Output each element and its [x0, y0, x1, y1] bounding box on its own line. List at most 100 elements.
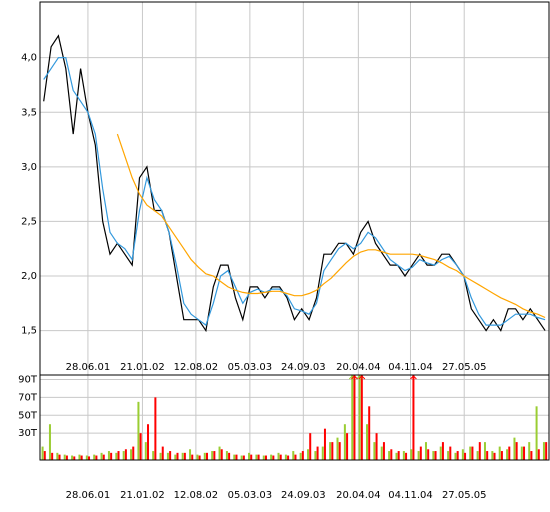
volume-bar	[405, 452, 408, 460]
volume-bar	[410, 449, 413, 460]
volume-bar	[191, 454, 194, 460]
volume-bar	[169, 451, 172, 460]
volume-bar	[287, 455, 290, 460]
volume-bar	[137, 401, 140, 460]
volume-bar	[110, 452, 113, 460]
volume-bar	[65, 455, 68, 460]
volume-bar	[205, 452, 208, 460]
volume-bar	[454, 452, 457, 460]
volume-bar	[506, 449, 509, 460]
volume-bar	[144, 442, 147, 460]
volume-bar	[189, 449, 192, 460]
volume-bar	[395, 452, 398, 460]
y-tick-label: 1,5	[21, 326, 37, 337]
volume-bar	[530, 451, 533, 460]
x-tick-label: 20.04.04	[336, 362, 381, 373]
volume-bar	[235, 454, 238, 460]
volume-bar	[107, 451, 110, 460]
x-tick-label: 21.01.02	[120, 490, 165, 501]
volume-bar	[100, 452, 103, 460]
x-tick-label: 12.08.02	[174, 490, 219, 501]
volume-bar	[424, 442, 427, 460]
volume-bar	[498, 446, 501, 460]
volume-bar	[471, 446, 474, 460]
volume-bar	[294, 454, 297, 460]
volume-bar	[56, 452, 59, 460]
volume-bar	[152, 451, 155, 460]
volume-bar	[279, 454, 282, 460]
x-tick-label: 21.01.02	[120, 362, 165, 373]
volume-bar	[154, 397, 157, 460]
volume-bar	[115, 452, 118, 460]
volume-bar	[80, 455, 83, 460]
plot-marks	[41, 375, 548, 460]
volume-bar	[360, 375, 363, 460]
volume-bar	[331, 442, 334, 460]
overflow-arrow	[351, 375, 358, 384]
volume-bar	[390, 449, 393, 460]
volume-bar	[85, 455, 88, 460]
volume-bar	[373, 442, 376, 460]
volume-bar	[449, 446, 452, 460]
y-tick-label: 2,5	[21, 216, 37, 227]
volume-bar	[122, 451, 125, 460]
volume-bar	[63, 454, 66, 460]
volume-bar	[338, 442, 341, 460]
volume-bar	[183, 452, 186, 460]
volume-bar	[523, 446, 526, 460]
volume-bar	[262, 455, 265, 460]
volume-bar	[233, 454, 236, 460]
x-tick-label: 24.09.03	[281, 362, 326, 373]
volume-bar	[211, 451, 214, 460]
volume-bar	[181, 452, 184, 460]
volume-bar	[456, 451, 459, 460]
x-tick-label: 20.04.04	[336, 490, 381, 501]
volume-bar	[299, 452, 302, 460]
volume-bar	[461, 449, 464, 460]
volume-bar	[309, 433, 312, 460]
volume-bar	[176, 452, 179, 460]
volume-bar	[292, 451, 295, 460]
y-tick-label: 2,0	[21, 271, 37, 282]
x-tick-label: 05.03.03	[228, 490, 273, 501]
y-tick-label: 30T	[18, 428, 38, 439]
volume-bar	[73, 456, 76, 460]
volume-bar	[139, 433, 142, 460]
volume-bar	[240, 455, 243, 460]
volume-bar	[432, 451, 435, 460]
volume-bar	[225, 451, 228, 460]
volume-bar	[130, 449, 133, 460]
volume-bar	[198, 455, 201, 460]
x-tick-label: 27.05.05	[442, 362, 487, 373]
volume-bar	[353, 375, 356, 460]
volume-bar	[213, 451, 216, 460]
overflow-arrow	[358, 375, 366, 384]
volume-bar	[388, 451, 391, 460]
volume-bar	[368, 406, 371, 460]
volume-bar	[159, 452, 162, 460]
volume-bar	[427, 449, 430, 460]
volume-bar	[419, 446, 422, 460]
volume-bar	[88, 456, 91, 460]
volume-bar	[483, 442, 486, 460]
price-line	[116, 133, 546, 319]
volume-bar	[382, 442, 385, 460]
volume-bar	[93, 454, 96, 460]
x-tick-label: 28.06.01	[66, 362, 111, 373]
volume-bar	[358, 375, 361, 460]
plot-area	[40, 2, 549, 383]
volume-bar	[277, 452, 280, 460]
y-tick-label: 3,5	[21, 107, 37, 118]
volume-bar	[250, 454, 253, 460]
volume-bar	[203, 452, 206, 460]
volume-bar	[508, 446, 511, 460]
volume-bar	[71, 455, 74, 460]
volume-bar	[476, 451, 479, 460]
volume-bar	[513, 437, 516, 460]
x-tick-label: 04.11.04	[388, 362, 433, 373]
volume-bar	[535, 406, 538, 460]
volume-bar	[469, 446, 472, 460]
volume-bar	[228, 452, 231, 460]
y-tick-label: 4,0	[21, 53, 37, 64]
